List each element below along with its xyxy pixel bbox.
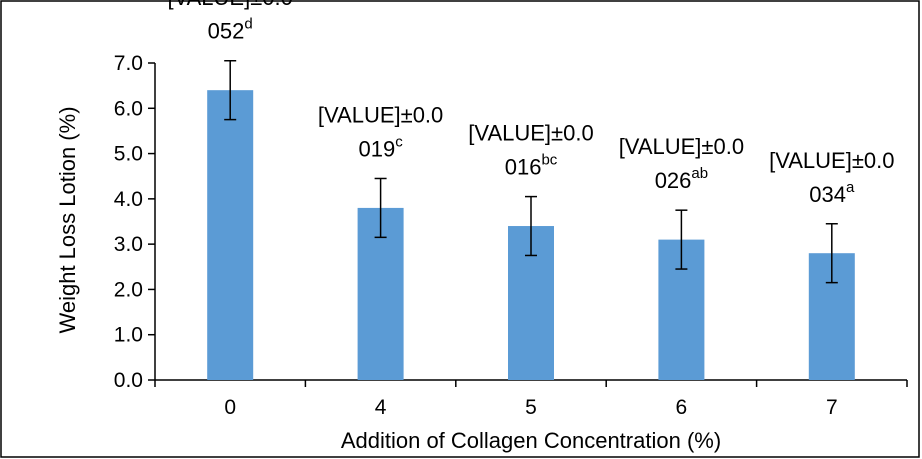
x-tick-label: 5 <box>525 396 537 419</box>
y-tick-label: 3.0 <box>114 233 143 256</box>
y-axis-title: Weight Loss Lotion (%) <box>55 106 80 333</box>
y-tick-label: 6.0 <box>114 97 143 120</box>
data-label-line1: [VALUE]±0.0 <box>769 148 894 173</box>
y-tick-label: 0.0 <box>114 369 143 392</box>
data-label-value: 052 <box>208 19 245 44</box>
x-axis-title: Addition of Collagen Concentration (%) <box>341 428 721 453</box>
data-label-value: 034 <box>809 182 846 207</box>
data-label-line2: 016bc <box>505 152 558 180</box>
data-label-line1: [VALUE]±0.0 <box>167 0 292 10</box>
y-tick-label: 2.0 <box>114 278 143 301</box>
data-label-superscript: ab <box>691 165 708 182</box>
data-label-line2: 026ab <box>655 165 708 193</box>
data-label-value: 026 <box>655 168 692 193</box>
data-label-superscript: d <box>244 16 252 33</box>
x-tick-label: 4 <box>375 396 387 419</box>
x-tick-label: 7 <box>826 396 838 419</box>
bar <box>207 90 254 381</box>
y-axis: 0.0 1.0 2.0 3.0 4.0 5.0 6.0 7.0 <box>114 52 156 392</box>
data-labels-layer: [VALUE]±0.0 052d [VALUE]±0.0 019c [VALUE]±0.… <box>167 0 894 207</box>
data-label-line2: 019c <box>358 133 403 161</box>
data-label-superscript: bc <box>541 152 557 169</box>
data-label-superscript: a <box>846 179 855 196</box>
data-label-line1: [VALUE]±0.0 <box>468 121 593 146</box>
data-label-value: 019 <box>358 136 395 161</box>
data-label-line1: [VALUE]±0.0 <box>619 134 744 159</box>
y-tick-label: 1.0 <box>114 324 143 347</box>
data-label-superscript: c <box>395 133 403 150</box>
y-tick-label: 5.0 <box>114 143 143 166</box>
data-label-value: 016 <box>505 155 542 180</box>
x-tick-label: 6 <box>676 396 688 419</box>
y-tick-label: 7.0 <box>114 52 143 75</box>
y-tick-label: 4.0 <box>114 188 143 211</box>
error-bars-layer <box>224 59 838 284</box>
x-tick-label: 0 <box>224 396 236 419</box>
data-label-line2: 052d <box>208 16 253 44</box>
data-label-line2: 034a <box>809 179 855 207</box>
data-label-line1: [VALUE]±0.0 <box>318 102 443 127</box>
